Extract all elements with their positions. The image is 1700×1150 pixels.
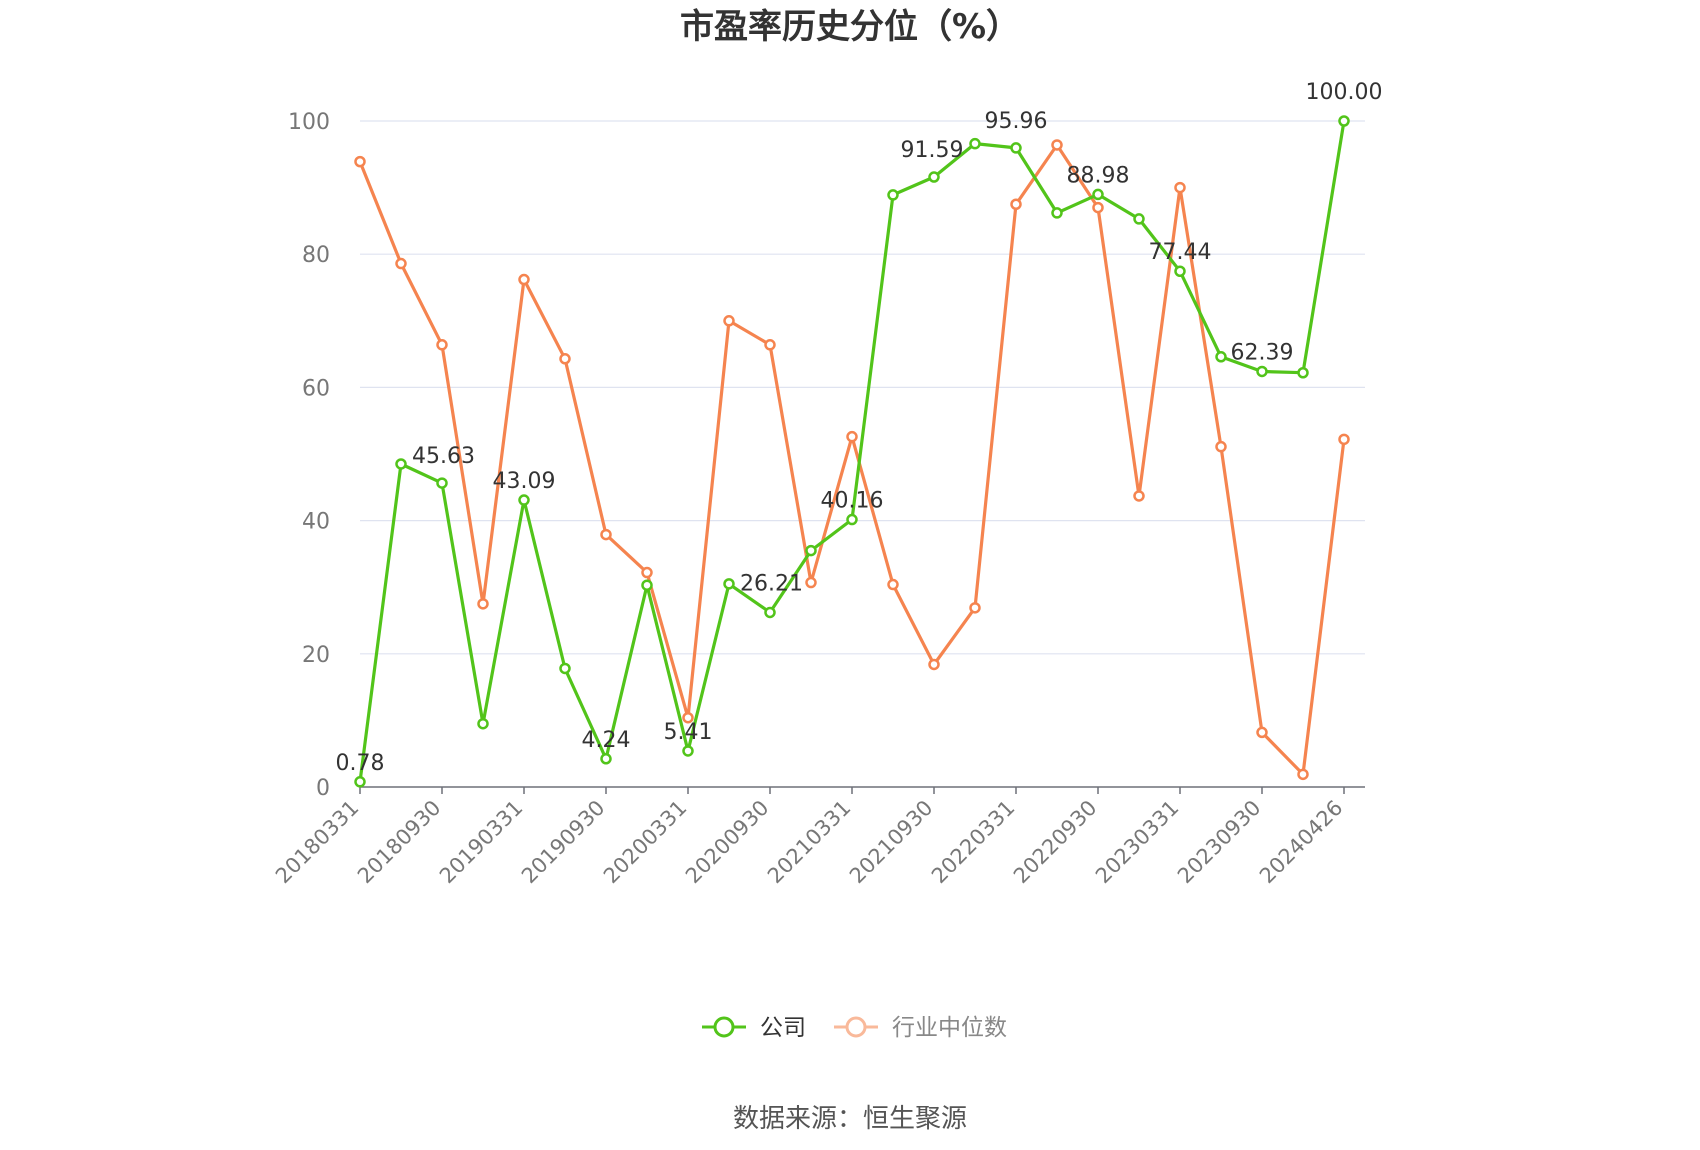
data-label-12: 40.16	[821, 489, 884, 514]
data-point-s1-5	[559, 353, 571, 365]
data-label-2: 45.63	[412, 444, 475, 469]
data-point-s1-2	[436, 339, 448, 351]
legend-label-company: 公司	[760, 1015, 806, 1041]
data-label-24: 100.00	[1306, 80, 1383, 105]
data-point-s1-20	[1174, 181, 1186, 194]
data-label-14: 91.59	[901, 138, 964, 163]
x-tick-label-20210930: 20210930	[845, 796, 938, 889]
data-point-s0-14	[928, 171, 940, 183]
data-point-s0-18	[1092, 188, 1104, 201]
series-lines	[358, 120, 1346, 783]
data-point-s0-9	[723, 578, 735, 590]
data-label-6: 4.24	[582, 728, 631, 753]
data-point-s1-15	[969, 602, 981, 614]
data-point-s1-23	[1297, 768, 1309, 781]
x-tick-label-20180930: 20180930	[353, 796, 446, 889]
data-point-s0-24	[1338, 115, 1350, 127]
data-point-s0-5	[559, 662, 571, 675]
series-line-0	[358, 120, 1346, 783]
data-point-s0-13	[887, 189, 899, 201]
data-point-s0-17	[1051, 207, 1063, 219]
y-tick-label-0: 0	[316, 776, 330, 801]
data-point-s0-12	[846, 513, 858, 526]
data-point-s0-22	[1256, 365, 1268, 378]
data-point-s0-15	[969, 137, 981, 150]
y-tick-label-20: 20	[302, 643, 330, 668]
data-point-s1-22	[1256, 726, 1268, 739]
data-point-s0-16	[1010, 142, 1022, 154]
data-label-0: 0.78	[336, 751, 385, 776]
data-point-s0-0	[354, 776, 366, 788]
data-point-s1-9	[723, 315, 735, 327]
series-points	[354, 115, 1350, 788]
legend[interactable]: 公司 行业中位数	[702, 1015, 1007, 1041]
chart-title: 市盈率历史分位（%）	[680, 7, 1020, 47]
data-point-s1-8	[682, 711, 694, 724]
data-point-s1-11	[805, 576, 817, 589]
data-point-s0-3	[477, 717, 489, 730]
data-label-18: 88.98	[1067, 163, 1130, 188]
data-point-s1-14	[928, 658, 940, 671]
data-point-s1-3	[477, 598, 489, 610]
data-label-20: 77.44	[1149, 240, 1212, 265]
x-tick-label-20190930: 20190930	[517, 796, 610, 889]
data-label-8: 5.41	[664, 720, 713, 745]
x-tick-label-20240426: 20240426	[1255, 796, 1348, 889]
x-tick-label-20220930: 20220930	[1009, 796, 1102, 889]
legend-label-industry: 行业中位数	[892, 1015, 1007, 1041]
x-tick-label-20230331: 20230331	[1091, 796, 1184, 889]
data-point-s0-4	[518, 494, 530, 506]
data-point-s1-18	[1092, 201, 1104, 214]
legend-item-industry[interactable]: 行业中位数	[834, 1015, 1007, 1041]
data-point-s0-11	[805, 544, 817, 557]
x-tick-label-20210331: 20210331	[763, 796, 856, 889]
data-point-s1-6	[600, 528, 612, 541]
data-point-s0-6	[600, 753, 612, 765]
legend-marker-company	[713, 1016, 735, 1038]
data-point-s1-17	[1051, 139, 1063, 151]
data-point-s0-1	[395, 458, 407, 470]
x-tick-label-20220331: 20220331	[927, 796, 1020, 889]
data-point-s1-0	[354, 155, 366, 168]
data-labels: 0.78 45.63 43.09 4.24 5.41 26.21 40.16 91.59 95.…	[336, 80, 1383, 776]
data-point-s1-1	[395, 257, 407, 270]
x-tick-label-20180331: 20180331	[271, 796, 364, 889]
data-point-s0-7	[641, 579, 653, 591]
data-point-s0-21	[1215, 351, 1227, 363]
data-point-s1-13	[887, 578, 899, 591]
y-axis-ticks: 0 20 40 60 80 100	[288, 110, 330, 801]
data-label-22: 62.39	[1231, 340, 1294, 365]
x-tick-label-20200331: 20200331	[599, 796, 692, 889]
data-point-s0-8	[682, 745, 694, 757]
data-point-s1-24	[1338, 433, 1350, 446]
data-point-s0-23	[1297, 366, 1309, 379]
data-point-s0-2	[436, 477, 448, 489]
data-point-s1-16	[1010, 198, 1022, 210]
data-point-s0-20	[1174, 265, 1186, 277]
data-point-s0-10	[764, 606, 776, 619]
data-point-s1-7	[641, 566, 653, 579]
y-tick-label-100: 100	[288, 110, 330, 135]
x-tick-label-20200930: 20200930	[681, 796, 774, 889]
data-label-16: 95.96	[985, 109, 1048, 134]
data-point-s1-10	[764, 339, 776, 351]
data-label-4: 43.09	[493, 469, 556, 494]
legend-marker-industry	[845, 1016, 867, 1038]
legend-item-company[interactable]: 公司	[702, 1015, 806, 1041]
y-tick-label-80: 80	[302, 243, 330, 268]
data-point-s1-21	[1215, 440, 1227, 453]
x-tick-label-20230930: 20230930	[1173, 796, 1266, 889]
x-tick-label-20190331: 20190331	[435, 796, 528, 889]
y-tick-label-60: 60	[302, 376, 330, 401]
data-point-s1-12	[846, 430, 858, 443]
data-point-s1-4	[518, 273, 530, 286]
data-point-s1-19	[1133, 490, 1145, 502]
y-tick-label-40: 40	[302, 510, 330, 535]
data-source: 数据来源：恒生聚源	[733, 1104, 967, 1134]
data-point-s0-19	[1133, 213, 1145, 225]
data-label-10: 26.21	[740, 571, 803, 596]
x-axis: 2018033120180930201903312019093020200331…	[271, 786, 1365, 889]
